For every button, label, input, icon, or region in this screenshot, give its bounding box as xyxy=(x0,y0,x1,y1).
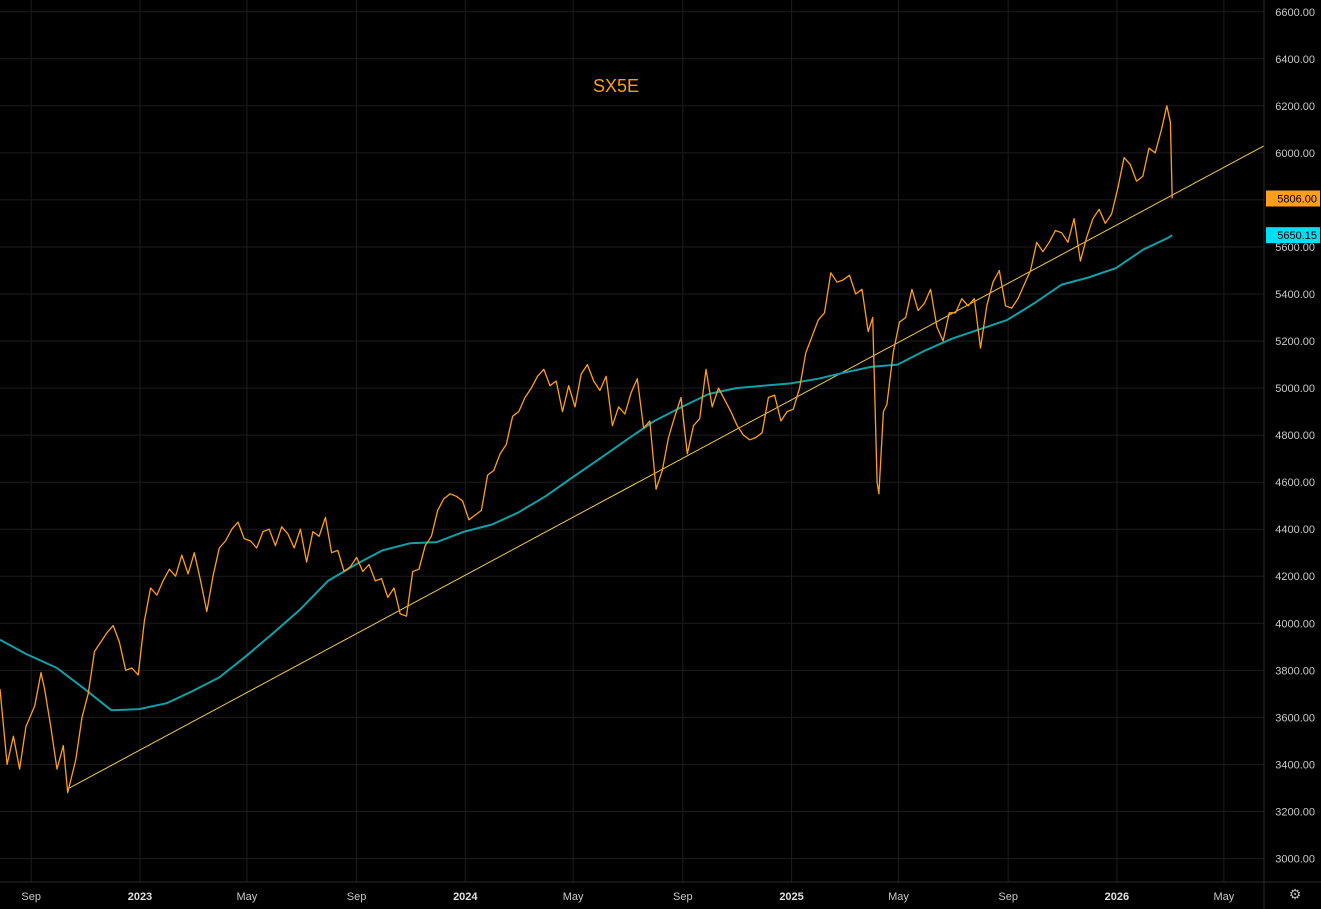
y-tick-label: 4800.00 xyxy=(1275,430,1315,442)
price-labels: 5806.00 5650.15 xyxy=(1266,190,1320,244)
x-tick-label: 2025 xyxy=(779,891,803,903)
y-tick-label: 5200.00 xyxy=(1275,336,1315,348)
y-tick-label: 4000.00 xyxy=(1275,618,1315,630)
y-tick-label: 5000.00 xyxy=(1275,383,1315,395)
moving-average-label: 5650.15 xyxy=(1266,227,1320,244)
y-tick-label: 3200.00 xyxy=(1275,806,1315,818)
moving-average-series xyxy=(0,234,1173,712)
x-tick-label: Sep xyxy=(347,891,367,903)
y-tick-label: 6000.00 xyxy=(1275,148,1315,160)
x-tick-label: 2024 xyxy=(453,891,478,903)
y-tick-label: 4400.00 xyxy=(1275,524,1315,536)
x-tick-label: May xyxy=(563,891,584,903)
x-tick-label: May xyxy=(888,891,909,903)
x-tick-label: Sep xyxy=(673,891,693,903)
y-tick-label: 4600.00 xyxy=(1275,477,1315,489)
y-tick-label: 6200.00 xyxy=(1275,101,1315,113)
y-tick-label: 5400.00 xyxy=(1275,289,1315,301)
x-tick-label: 2026 xyxy=(1105,891,1129,903)
y-tick-label: 3800.00 xyxy=(1275,665,1315,677)
trendline-line xyxy=(69,145,1265,789)
grid xyxy=(0,0,1264,882)
y-tick-label: 5600.00 xyxy=(1275,242,1315,254)
y-tick-label: 6600.00 xyxy=(1275,7,1315,19)
gear-icon[interactable]: ⚙ xyxy=(1288,887,1302,903)
y-tick-label: 3000.00 xyxy=(1275,853,1315,865)
price-label-box xyxy=(1266,227,1320,244)
x-tick-label: May xyxy=(1213,891,1234,903)
y-tick-label: 3600.00 xyxy=(1275,712,1315,724)
price-label-text: 5806.00 xyxy=(1277,194,1317,206)
x-tick-label: Sep xyxy=(21,891,41,903)
time-axis[interactable]: Sep 2023 May Sep 2024 May Sep 2025 May Sep 2026 May xyxy=(21,891,1234,903)
price-line xyxy=(0,105,1173,794)
chart-title: SX5E xyxy=(593,76,639,96)
price-label-box xyxy=(1266,190,1320,207)
x-tick-label: 2023 xyxy=(128,891,152,903)
price-label-text: 5650.15 xyxy=(1277,230,1317,242)
y-tick-label: 3400.00 xyxy=(1275,759,1315,771)
x-tick-label: May xyxy=(237,891,258,903)
moving-average-line xyxy=(0,234,1173,712)
trendline xyxy=(69,145,1265,789)
y-tick-label: 4200.00 xyxy=(1275,571,1315,583)
x-tick-label: Sep xyxy=(998,891,1018,903)
last-price-label: 5806.00 xyxy=(1266,190,1320,207)
price-axis[interactable]: 6600.006400.006200.006000.005800.005600.… xyxy=(1275,7,1315,866)
price-series xyxy=(0,105,1173,794)
y-tick-label: 6400.00 xyxy=(1275,54,1315,66)
